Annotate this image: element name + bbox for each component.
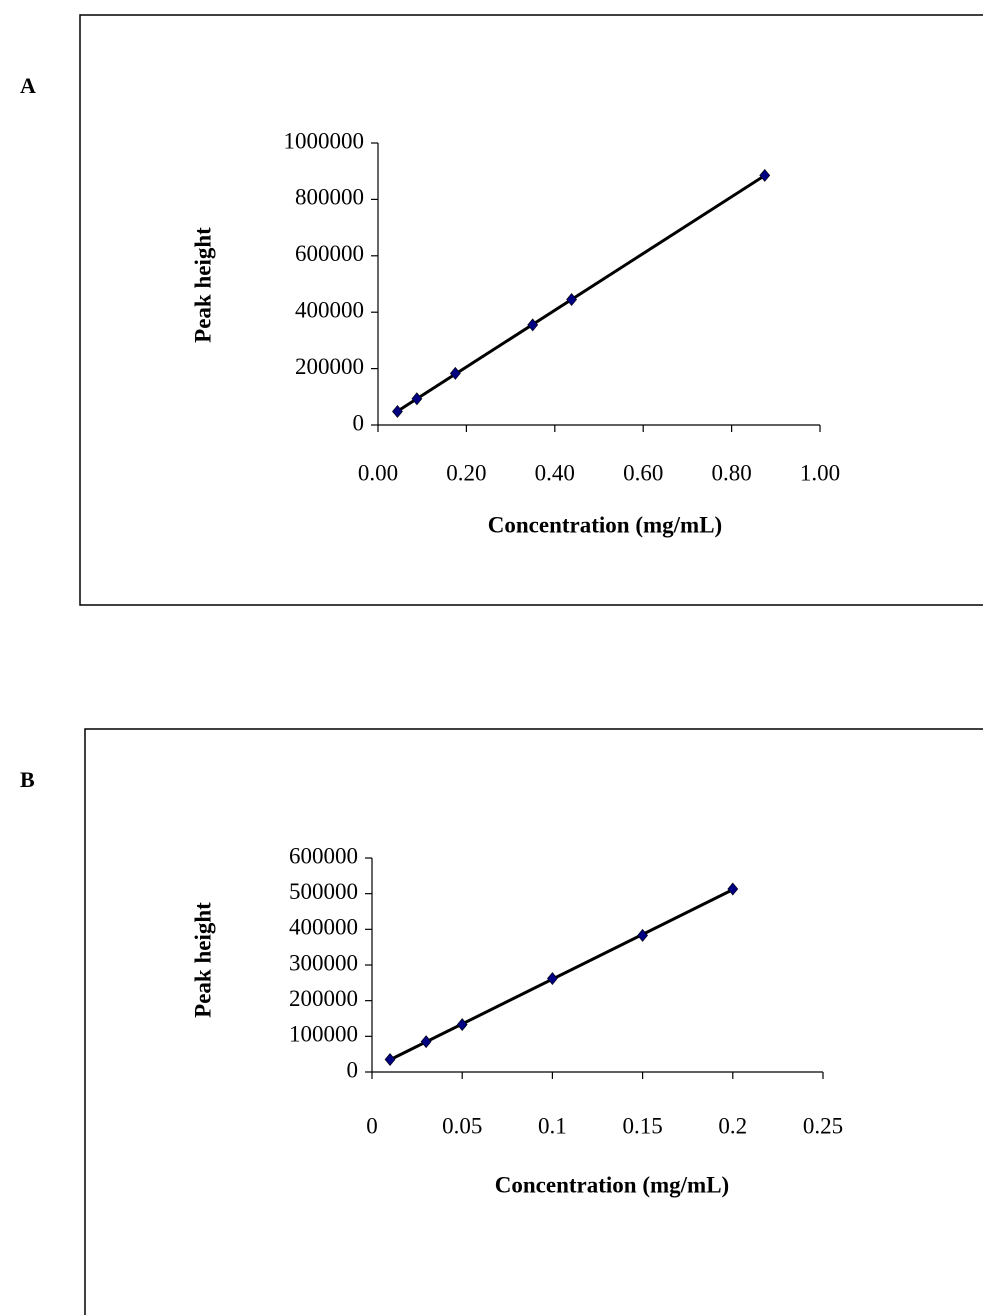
point	[547, 973, 557, 985]
x-tick-label: 0.20	[446, 460, 486, 485]
y-tick-label: 0	[353, 410, 365, 435]
y-tick-label: 200000	[289, 986, 358, 1011]
x-tick-label: 0.1	[538, 1113, 567, 1138]
x-tick-label: 0.25	[803, 1113, 843, 1138]
panel-label: A	[20, 73, 36, 98]
y-tick-label: 800000	[295, 185, 364, 210]
x-axis-title: Concentration (mg/mL)	[488, 512, 722, 537]
trendline	[390, 890, 733, 1060]
point	[457, 1019, 467, 1031]
point	[412, 393, 422, 405]
x-tick-label: 0.80	[711, 460, 751, 485]
y-tick-label: 600000	[295, 241, 364, 266]
frame-b	[85, 729, 983, 1315]
x-axis-title: Concentration (mg/mL)	[495, 1172, 729, 1197]
point	[421, 1036, 431, 1048]
page: A020000040000060000080000010000000.000.2…	[0, 0, 983, 1315]
point	[760, 169, 770, 181]
x-tick-label: 0.15	[622, 1113, 662, 1138]
x-tick-label: 0.2	[718, 1113, 747, 1138]
x-tick-label: 1.00	[800, 460, 840, 485]
y-tick-label: 400000	[289, 915, 358, 940]
y-tick-label: 500000	[289, 879, 358, 904]
point	[385, 1054, 395, 1066]
y-axis-title: Peak height	[190, 227, 215, 343]
point	[728, 883, 738, 895]
y-tick-label: 0	[347, 1057, 359, 1082]
x-tick-label: 0.05	[442, 1113, 482, 1138]
y-tick-label: 300000	[289, 950, 358, 975]
y-tick-label: 600000	[289, 843, 358, 868]
y-tick-label: 200000	[295, 354, 364, 379]
x-tick-label: 0.60	[623, 460, 663, 485]
y-axis-title: Peak height	[190, 902, 215, 1018]
x-tick-label: 0.40	[535, 460, 575, 485]
point	[567, 294, 577, 306]
x-tick-label: 0.00	[358, 460, 398, 485]
x-tick-label: 0	[366, 1113, 378, 1138]
y-tick-label: 1000000	[284, 128, 365, 153]
y-tick-label: 100000	[289, 1022, 358, 1047]
panel-label: B	[20, 767, 35, 792]
y-tick-label: 400000	[295, 297, 364, 322]
